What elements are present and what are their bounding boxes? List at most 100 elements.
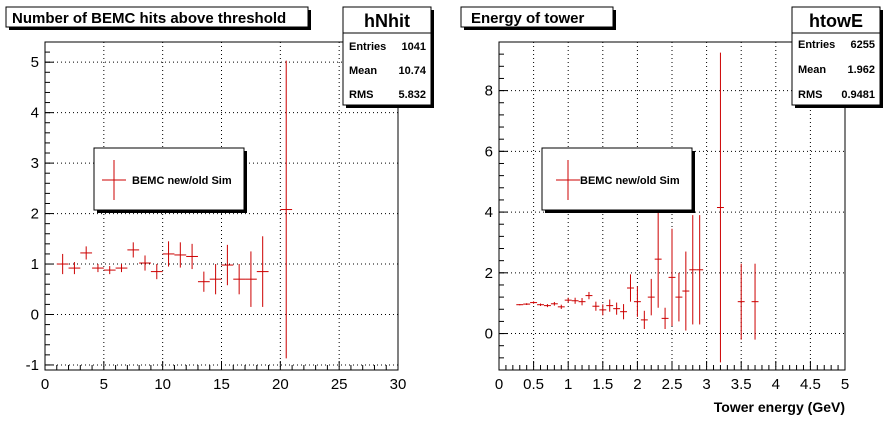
- data-point: [127, 242, 140, 258]
- title-box: Number of BEMC hits above threshold: [5, 6, 311, 30]
- data-point: [530, 301, 538, 304]
- stats-mean-label: Mean: [349, 65, 377, 77]
- data-point: [696, 215, 704, 325]
- data-point: [162, 241, 175, 267]
- x-tick-label: 0: [41, 376, 49, 393]
- data-point: [221, 244, 234, 286]
- title-box: Energy of tower: [460, 6, 616, 30]
- data-point: [564, 297, 572, 303]
- data-point: [654, 210, 662, 308]
- x-tick-label: 1: [564, 376, 572, 393]
- y-tick-label: -1: [26, 357, 39, 374]
- legend: BEMC new/old Sim: [541, 147, 695, 213]
- data-point: [689, 215, 697, 325]
- stats-entries-value: 6255: [851, 39, 875, 51]
- legend-entry: BEMC new/old Sim: [580, 175, 680, 187]
- x-tick-label: 0: [495, 376, 503, 393]
- y-tick-label: 4: [31, 105, 39, 122]
- data-point: [585, 291, 593, 300]
- x-tick-label: 5: [100, 376, 108, 393]
- x-tick-label: 20: [272, 376, 289, 393]
- y-tick-label: 6: [485, 143, 493, 160]
- data-point: [606, 299, 614, 312]
- chart-title: Energy of tower: [471, 10, 585, 27]
- data-point: [197, 271, 210, 292]
- data-point: [578, 298, 586, 306]
- data-point: [751, 263, 759, 340]
- legend: BEMC new/old Sim: [93, 147, 247, 213]
- data-point: [675, 272, 683, 322]
- data-point: [139, 255, 151, 271]
- data-point: [627, 274, 634, 302]
- x-tick-label: 2.5: [662, 376, 683, 393]
- data-point: [682, 251, 690, 331]
- data-point: [115, 264, 128, 273]
- data-point: [186, 243, 198, 270]
- data-point: [150, 264, 163, 280]
- data-point: [103, 266, 116, 275]
- data-point: [647, 278, 655, 316]
- data-point: [716, 52, 724, 363]
- data-point: [233, 264, 246, 295]
- y-tick-label: 5: [31, 54, 39, 71]
- data-point: [92, 264, 104, 273]
- y-tick-label: 1: [31, 256, 39, 273]
- stats-entries-value: 1041: [402, 41, 426, 53]
- data-point: [56, 253, 69, 275]
- data-point: [599, 304, 607, 316]
- data-point: [640, 310, 648, 329]
- data-point: [613, 302, 621, 315]
- x-tick-label: 1.5: [592, 376, 613, 393]
- data-point: [256, 236, 269, 307]
- data-point: [592, 301, 600, 311]
- axis-ticks: 0 0.5 1 1.5 2 2.5 3 3.5 4 4.5 5 0 2 4 6 8: [485, 53, 849, 393]
- stats-box: htowE Entries 6255 Mean 1.962 RMS 0.9481: [791, 6, 883, 108]
- x-tick-label: 30: [390, 376, 407, 393]
- data-point: [245, 251, 257, 307]
- stats-box: hNhit Entries 1041 Mean 10.74 RMS 5.832: [342, 6, 434, 108]
- y-tick-label: 0: [485, 326, 493, 343]
- data-point: [543, 304, 551, 308]
- x-tick-label: 3.5: [731, 376, 752, 393]
- x-tick-label: 10: [154, 376, 171, 393]
- x-tick-label: 15: [213, 376, 230, 393]
- stats-name: hNhit: [364, 11, 410, 31]
- data-point: [280, 60, 293, 359]
- stats-name: htowE: [809, 11, 863, 31]
- x-tick-label: 2: [633, 376, 641, 393]
- chart-title: Number of BEMC hits above threshold: [12, 10, 286, 27]
- stats-rms-value: 5.832: [398, 89, 426, 101]
- data-point: [737, 263, 745, 340]
- data-point: [668, 228, 676, 326]
- y-tick-label: 4: [485, 204, 493, 221]
- x-axis-title: Tower energy (GeV): [714, 399, 845, 415]
- stats-mean-value: 10.74: [398, 65, 426, 77]
- x-tick-label: 4: [772, 376, 780, 393]
- stats-rms-value: 0.9481: [841, 89, 875, 101]
- stats-entries-label: Entries: [798, 39, 835, 51]
- data-point: [68, 262, 81, 275]
- stats-rms-label: RMS: [349, 89, 373, 101]
- pad-htowe: 0 0.5 1 1.5 2 2.5 3 3.5 4 4.5 5 0 2 4 6 8 Energy of tow…: [460, 6, 883, 415]
- data-series: [516, 52, 759, 363]
- data-point: [620, 304, 628, 320]
- y-tick-label: 8: [485, 83, 493, 100]
- stats-entries-label: Entries: [349, 41, 386, 53]
- data-series: [56, 60, 293, 359]
- data-point: [523, 303, 531, 306]
- y-tick-label: 0: [31, 306, 39, 323]
- y-tick-label: 3: [31, 155, 39, 172]
- stats-mean-value: 1.962: [847, 64, 875, 76]
- data-point: [209, 264, 222, 295]
- x-tick-label: 25: [331, 376, 348, 393]
- stats-mean-label: Mean: [798, 64, 826, 76]
- y-tick-label: 2: [485, 265, 493, 282]
- x-tick-label: 3: [702, 376, 710, 393]
- data-point: [557, 304, 565, 309]
- stats-rms-label: RMS: [798, 89, 822, 101]
- data-point: [661, 307, 669, 329]
- data-point: [80, 246, 93, 260]
- y-tick-label: 2: [31, 206, 39, 223]
